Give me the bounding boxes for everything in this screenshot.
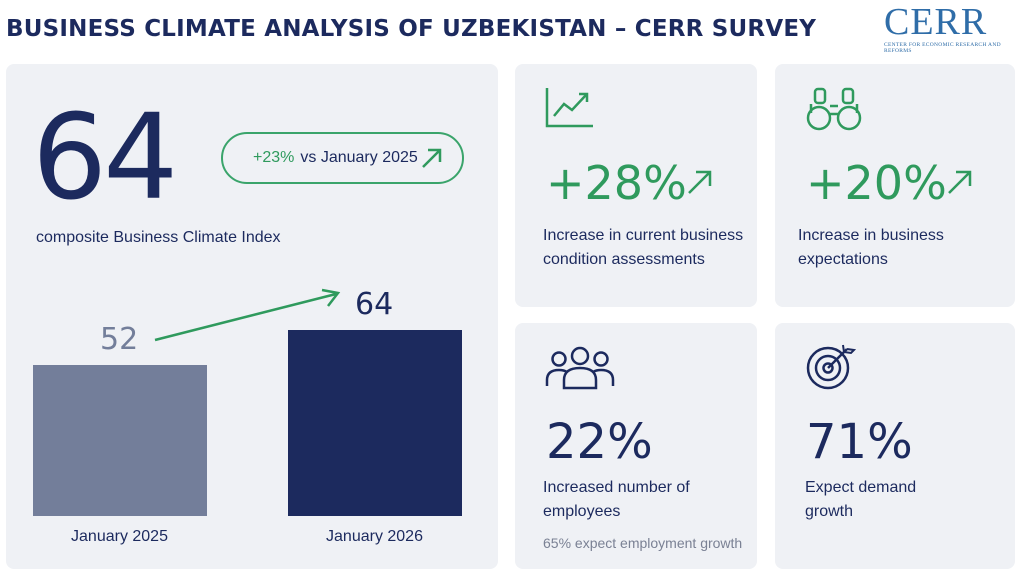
stat-card-demand [775, 323, 1015, 569]
target-icon [806, 344, 856, 390]
stat-label-line: Expect demand [805, 479, 917, 496]
logo-mark: CERR [884, 1, 988, 43]
bar-january-2026 [288, 330, 462, 516]
bar-value-label: 52 [100, 321, 139, 357]
people-icon [545, 346, 615, 390]
stat-label-line: Increase in current business [543, 227, 744, 244]
stat-label: Expect demand growth [805, 476, 916, 524]
line-chart-icon [545, 88, 593, 128]
change-value: +23% [253, 149, 295, 166]
arrow-up-right-icon [688, 170, 712, 194]
stat-label-line: Increased number of [543, 479, 690, 496]
stat-note: 65% expect employment growth [543, 535, 743, 551]
arrow-up-right-icon [948, 170, 972, 194]
stat-card-current-conditions [515, 64, 757, 307]
stat-label-line: expectations [798, 251, 888, 268]
page-title: BUSINESS CLIMATE ANALYSIS OF UZBEKISTAN … [6, 16, 817, 42]
bar-category-label: January 2025 [71, 528, 168, 545]
bar-value-label: 64 [355, 287, 394, 322]
cerr-logo: CERR Center for Economic Research and Re… [884, 2, 1014, 54]
arrow-up-right-icon [422, 148, 442, 168]
stat-label: Increase in current business condition a… [543, 224, 743, 272]
stat-label: Increased number of employees [543, 476, 690, 524]
binoculars-icon [806, 87, 862, 131]
stat-value: +28% [546, 156, 687, 210]
bar-category-label: January 2026 [326, 528, 423, 545]
change-badge: +23% vs January 2025 [221, 132, 464, 184]
change-text: vs January 2025 [300, 149, 418, 166]
logo-subtitle: Center for Economic Research and Reforms [884, 42, 1001, 54]
index-value: 64 [32, 88, 178, 226]
stat-value: +20% [806, 156, 947, 210]
stat-value: 22% [546, 414, 653, 470]
stat-label-line: growth [805, 503, 854, 520]
index-caption: composite Business Climate Index [36, 229, 281, 246]
stat-label: Increase in business expectations [798, 224, 944, 272]
stat-value: 71% [806, 414, 913, 470]
stat-card-expectations [775, 64, 1015, 307]
trend-arrow-icon [154, 288, 341, 342]
stat-label-line: employees [543, 503, 621, 520]
bar-january-2025 [33, 364, 207, 516]
stat-label-line: condition assessments [543, 251, 705, 268]
stat-label-line: Increase in business [798, 227, 944, 244]
